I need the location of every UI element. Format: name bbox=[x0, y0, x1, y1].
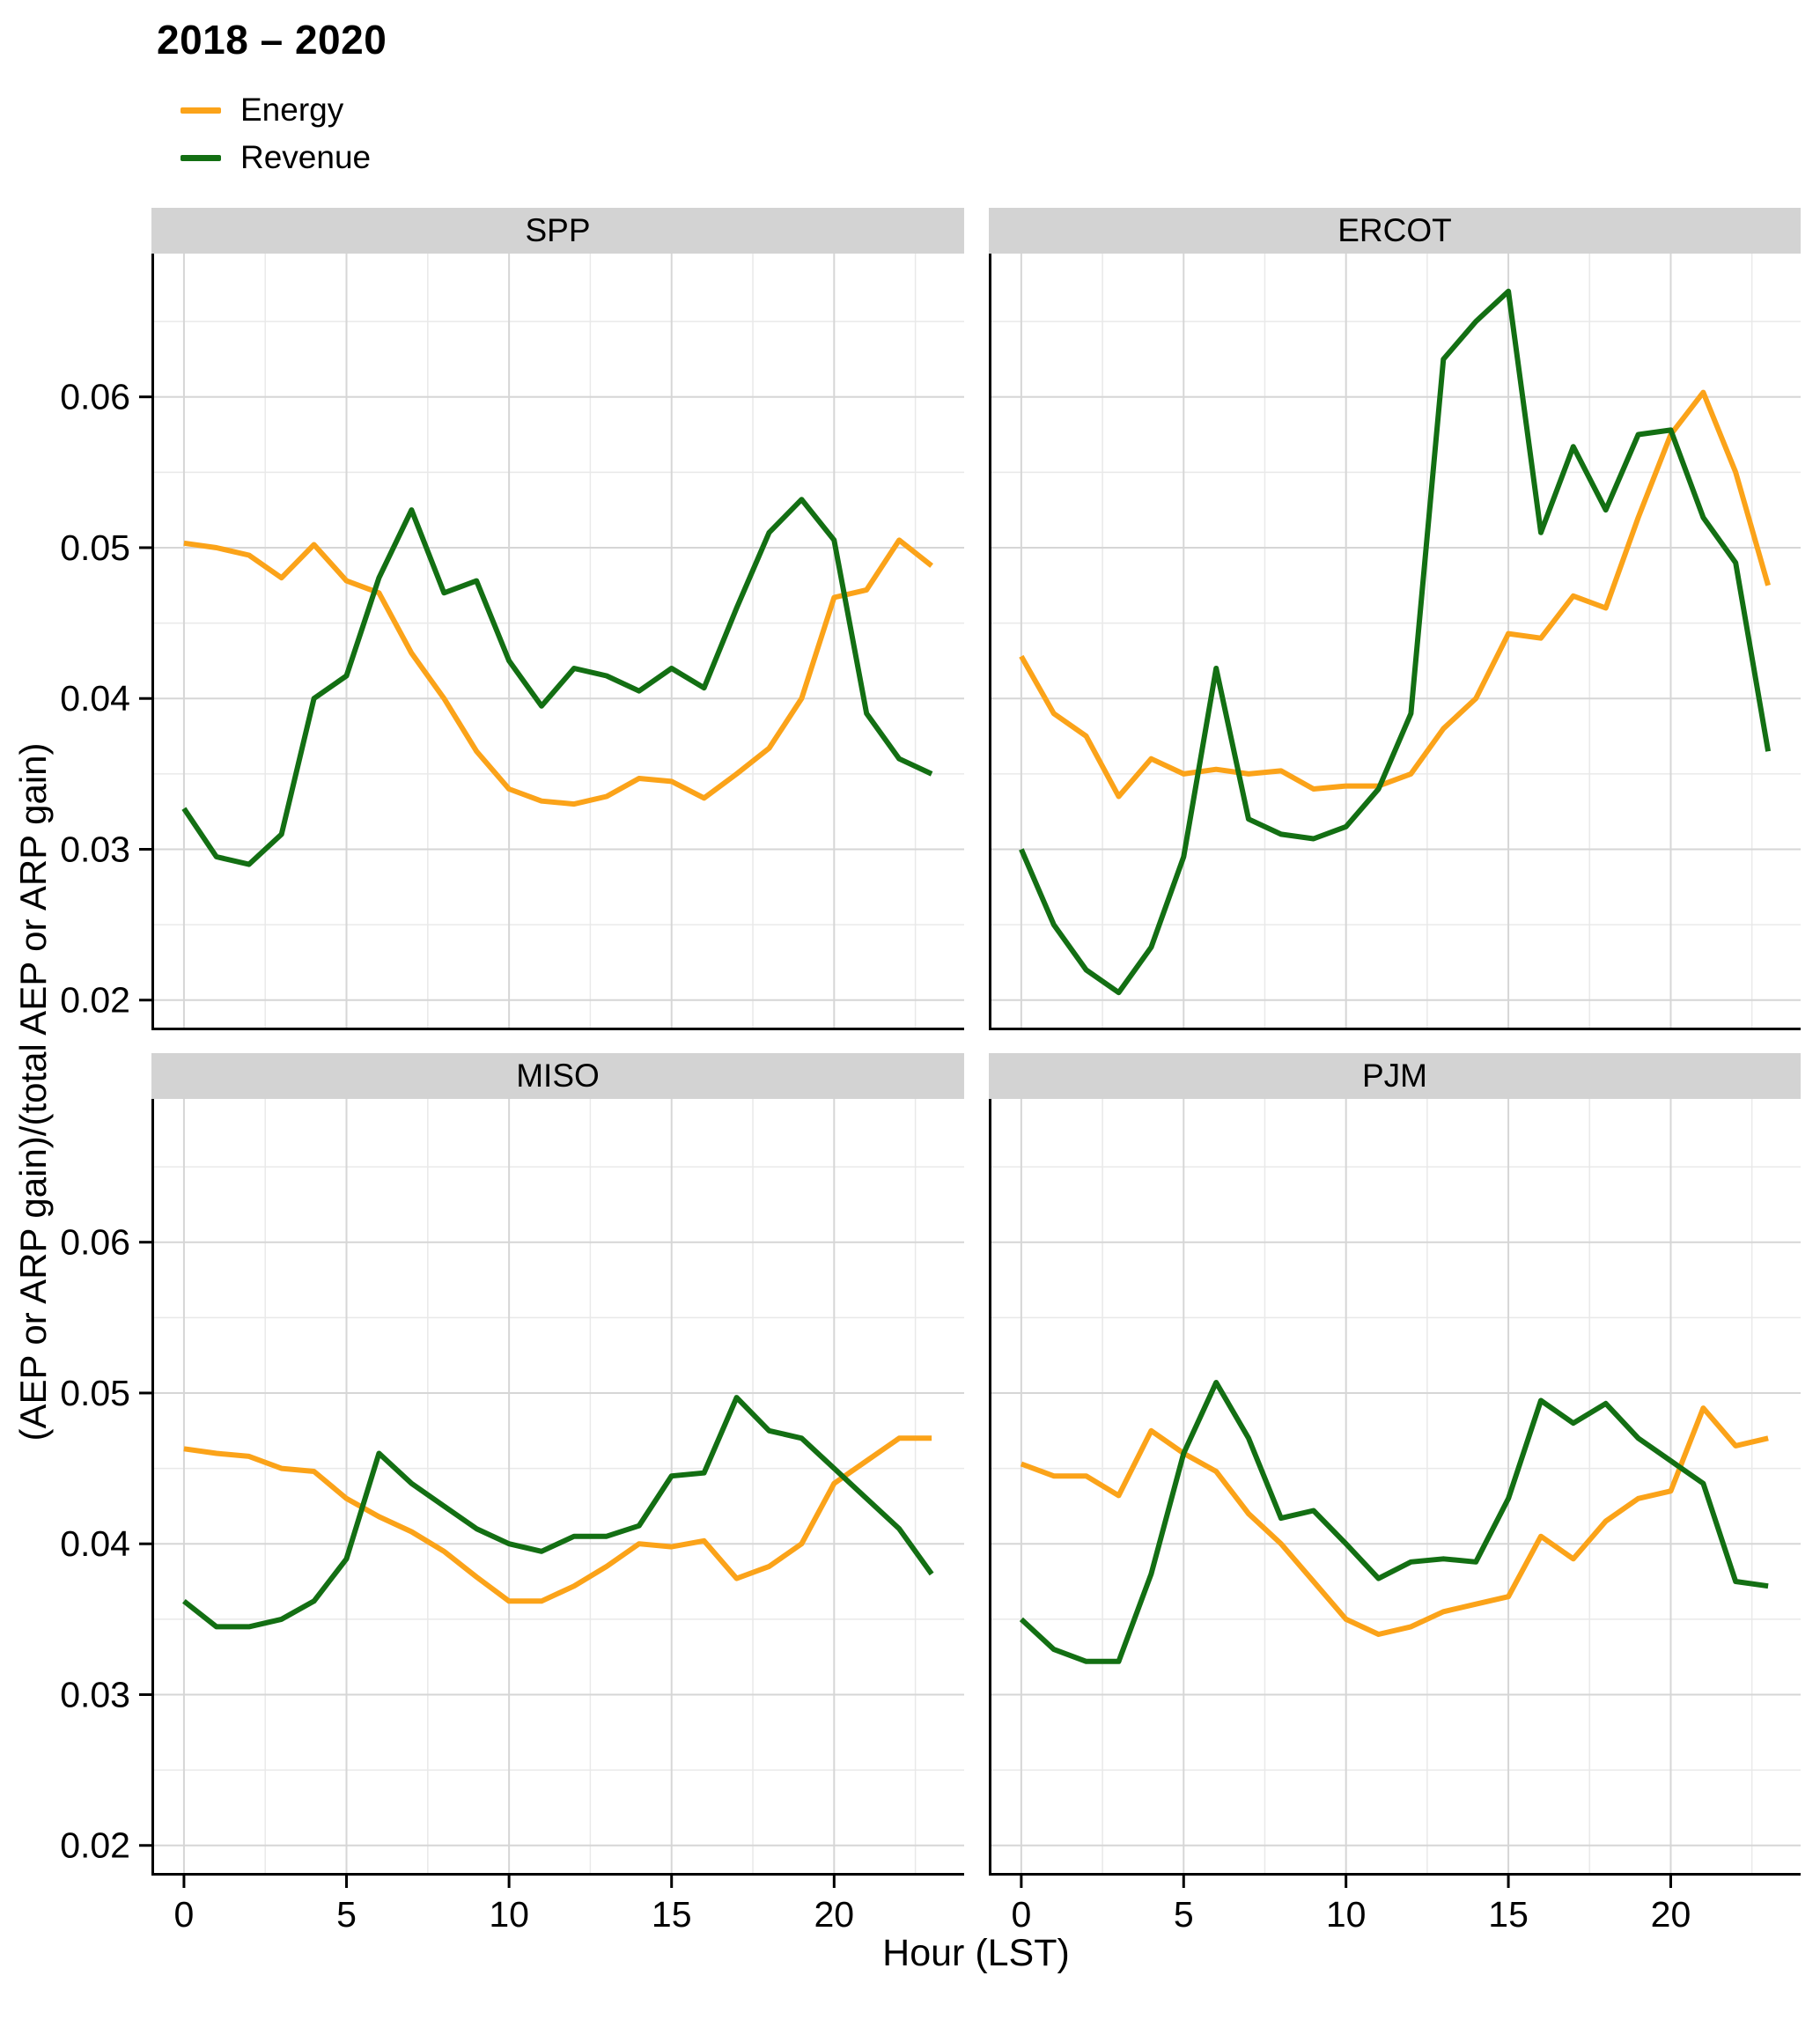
strip-pjm: PJM bbox=[989, 1053, 1801, 1099]
panel-ercot bbox=[989, 254, 1801, 1030]
svg-text:0: 0 bbox=[1011, 1894, 1031, 1935]
svg-text:5: 5 bbox=[336, 1894, 357, 1935]
svg-text:0.04: 0.04 bbox=[60, 678, 130, 719]
facet-miso: MISO 0.02 0.03 0.04 0.05 0.06 0 5 10 15 20 bbox=[60, 1053, 964, 1935]
facet-pjm: PJM 0 5 10 15 20 bbox=[989, 1053, 1801, 1935]
legend-label-revenue: Revenue bbox=[240, 139, 372, 175]
panel-miso: 0.02 0.03 0.04 0.05 0.06 0 5 10 15 20 bbox=[60, 1099, 964, 1935]
svg-text:15: 15 bbox=[652, 1894, 692, 1935]
svg-text:10: 10 bbox=[489, 1894, 529, 1935]
svg-text:0.02: 0.02 bbox=[60, 980, 130, 1021]
revenue-line-swatch bbox=[181, 154, 221, 161]
legend-label-energy: Energy bbox=[240, 92, 344, 128]
svg-text:0.03: 0.03 bbox=[60, 829, 130, 869]
strip-ercot: ERCOT bbox=[989, 208, 1801, 254]
svg-text:0.02: 0.02 bbox=[60, 1825, 130, 1866]
energy-line-swatch bbox=[181, 107, 221, 114]
legend-item-revenue: Revenue bbox=[181, 134, 1820, 181]
svg-text:0.06: 0.06 bbox=[60, 377, 130, 417]
svg-text:0: 0 bbox=[174, 1894, 195, 1935]
strip-miso: MISO bbox=[151, 1053, 964, 1099]
facet-spp: SPP 0.02 0.03 0.04 0.05 0.06 bbox=[60, 208, 964, 1030]
facet-grid: SPP 0.02 0.03 0.04 0.05 0.06 ERCOT MISO 0.02… bbox=[60, 208, 1801, 1935]
x-axis-title: Hour (LST) bbox=[882, 1932, 1070, 1974]
svg-text:0.05: 0.05 bbox=[60, 1373, 130, 1413]
svg-text:0.03: 0.03 bbox=[60, 1674, 130, 1714]
svg-text:10: 10 bbox=[1326, 1894, 1367, 1935]
strip-spp: SPP bbox=[151, 208, 964, 254]
svg-text:0.05: 0.05 bbox=[60, 527, 130, 568]
facet-ercot: ERCOT bbox=[989, 208, 1801, 1030]
svg-text:15: 15 bbox=[1488, 1894, 1529, 1935]
svg-text:20: 20 bbox=[1651, 1894, 1691, 1935]
plot-area: (AEP or ARP gain)/(total AEP or ARP gain… bbox=[0, 208, 1820, 1975]
panel-spp: 0.02 0.03 0.04 0.05 0.06 bbox=[60, 254, 964, 1030]
legend: Energy Revenue bbox=[181, 86, 1820, 181]
panel-pjm: 0 5 10 15 20 bbox=[989, 1099, 1801, 1935]
chart-title: 2018 – 2020 bbox=[157, 17, 387, 63]
svg-text:0.06: 0.06 bbox=[60, 1222, 130, 1263]
legend-item-energy: Energy bbox=[181, 86, 1820, 134]
svg-text:20: 20 bbox=[814, 1894, 855, 1935]
svg-text:0.04: 0.04 bbox=[60, 1523, 130, 1564]
y-axis-title: (AEP or ARP gain)/(total AEP or ARP gain… bbox=[12, 742, 54, 1441]
svg-text:5: 5 bbox=[1174, 1894, 1194, 1935]
